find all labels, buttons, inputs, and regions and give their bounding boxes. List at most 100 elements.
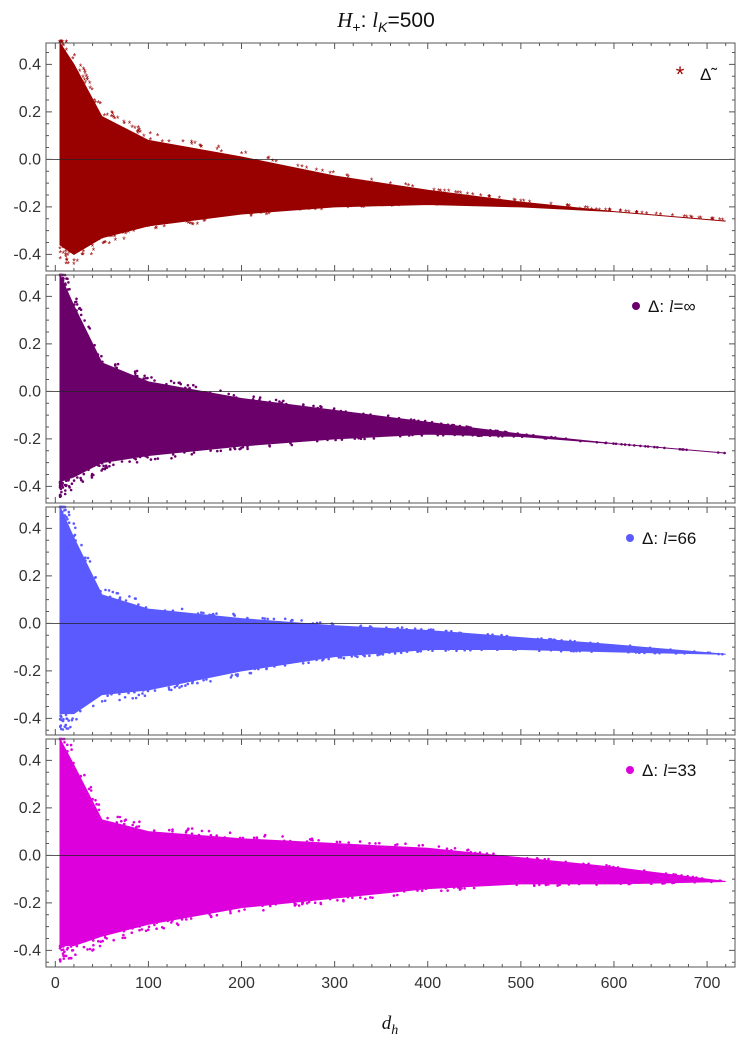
data-point: [180, 918, 184, 921]
data-point: [642, 869, 646, 872]
data-point: *: [92, 246, 96, 256]
data-point: [452, 886, 456, 889]
data-point: [686, 874, 689, 878]
data-point: [362, 412, 365, 416]
data-point: [108, 595, 112, 599]
data-point: *: [458, 201, 462, 211]
data-point: [350, 655, 354, 658]
data-point: [272, 617, 276, 621]
data-point: [90, 476, 94, 479]
data-point: *: [471, 191, 475, 201]
data-point: [362, 653, 365, 657]
data-point: [453, 433, 457, 437]
data-point: [173, 685, 177, 689]
data-point: [485, 852, 489, 855]
data-point: [107, 589, 111, 592]
x-label-d: d: [382, 1013, 392, 1034]
data-point: *: [88, 79, 92, 89]
data-point: *: [109, 233, 113, 243]
data-point: [525, 433, 528, 437]
data-point: [149, 458, 153, 461]
data-point: *: [66, 260, 70, 270]
data-point: [620, 443, 623, 446]
data-point: [58, 493, 62, 497]
data-point: [241, 836, 245, 840]
data-point: [478, 434, 481, 438]
title-colon: :: [361, 9, 373, 32]
data-point: [118, 598, 121, 601]
data-point: *: [271, 157, 275, 167]
data-point: *: [83, 76, 87, 86]
data-point: [120, 460, 124, 463]
data-point: *: [142, 132, 146, 142]
data-point: [596, 642, 600, 645]
data-point: [532, 882, 536, 886]
data-point: [170, 688, 173, 692]
data-point: [398, 434, 402, 438]
data-point: [463, 887, 466, 890]
data-point: [335, 840, 339, 844]
data-point: *: [86, 76, 90, 86]
data-point: [639, 444, 642, 448]
data-point: *: [113, 115, 117, 125]
data-point: *: [513, 196, 517, 206]
data-point: [359, 896, 362, 899]
data-point: [494, 429, 498, 433]
data-point: *: [187, 219, 191, 229]
data-point: [491, 633, 494, 636]
data-point: *: [699, 214, 703, 224]
data-point: [146, 456, 149, 459]
data-point: *: [349, 203, 353, 213]
data-point: [229, 676, 233, 679]
data-point: [429, 628, 433, 631]
data-point: [627, 651, 630, 654]
data-point: [582, 862, 585, 866]
data-point: [431, 628, 435, 632]
data-point: *: [528, 198, 532, 208]
data-point: [683, 652, 686, 655]
data-point: [84, 559, 87, 562]
y-tick-label: 0.2: [19, 568, 41, 585]
data-point: [289, 441, 292, 445]
data-point: [283, 839, 286, 843]
legend-suffix: =33: [668, 761, 697, 780]
data-point: [672, 873, 675, 876]
data-point: [215, 913, 219, 917]
series-points: * * * * * * * * * * * * * * * * * * * * * * * * * * * * * * * * * * * * * * * *…: [58, 38, 725, 270]
data-point: *: [97, 236, 101, 246]
data-point: [69, 945, 73, 948]
data-point: *: [64, 253, 68, 263]
data-point: *: [618, 207, 622, 217]
data-point: [608, 864, 611, 868]
data-point: [165, 382, 168, 386]
data-point: [253, 667, 257, 671]
data-point: [569, 649, 573, 653]
legend-var: l: [663, 529, 668, 548]
data-point: [235, 396, 238, 399]
data-point: [194, 385, 198, 389]
data-point: [176, 683, 180, 686]
data-point: *: [368, 201, 372, 211]
data-point: [103, 699, 107, 703]
data-point: [167, 688, 171, 691]
data-point: [169, 379, 173, 383]
data-point: [693, 880, 696, 884]
data-point: *: [122, 118, 126, 128]
data-point: [441, 433, 445, 437]
data-point: [439, 422, 443, 426]
data-point: [589, 641, 592, 645]
data-point: [147, 925, 151, 928]
data-point: [340, 438, 344, 441]
data-point: [307, 661, 310, 664]
data-point: [497, 435, 500, 438]
data-point: [155, 921, 158, 925]
data-point: *: [123, 120, 127, 130]
data-point: [512, 435, 515, 438]
data-point: [124, 818, 128, 821]
data-point: *: [565, 204, 569, 214]
data-point: [143, 694, 147, 697]
data-point: *: [162, 223, 166, 233]
data-point: *: [181, 138, 185, 148]
x-axis-label: dh: [382, 1013, 399, 1038]
data-point: [152, 829, 156, 832]
